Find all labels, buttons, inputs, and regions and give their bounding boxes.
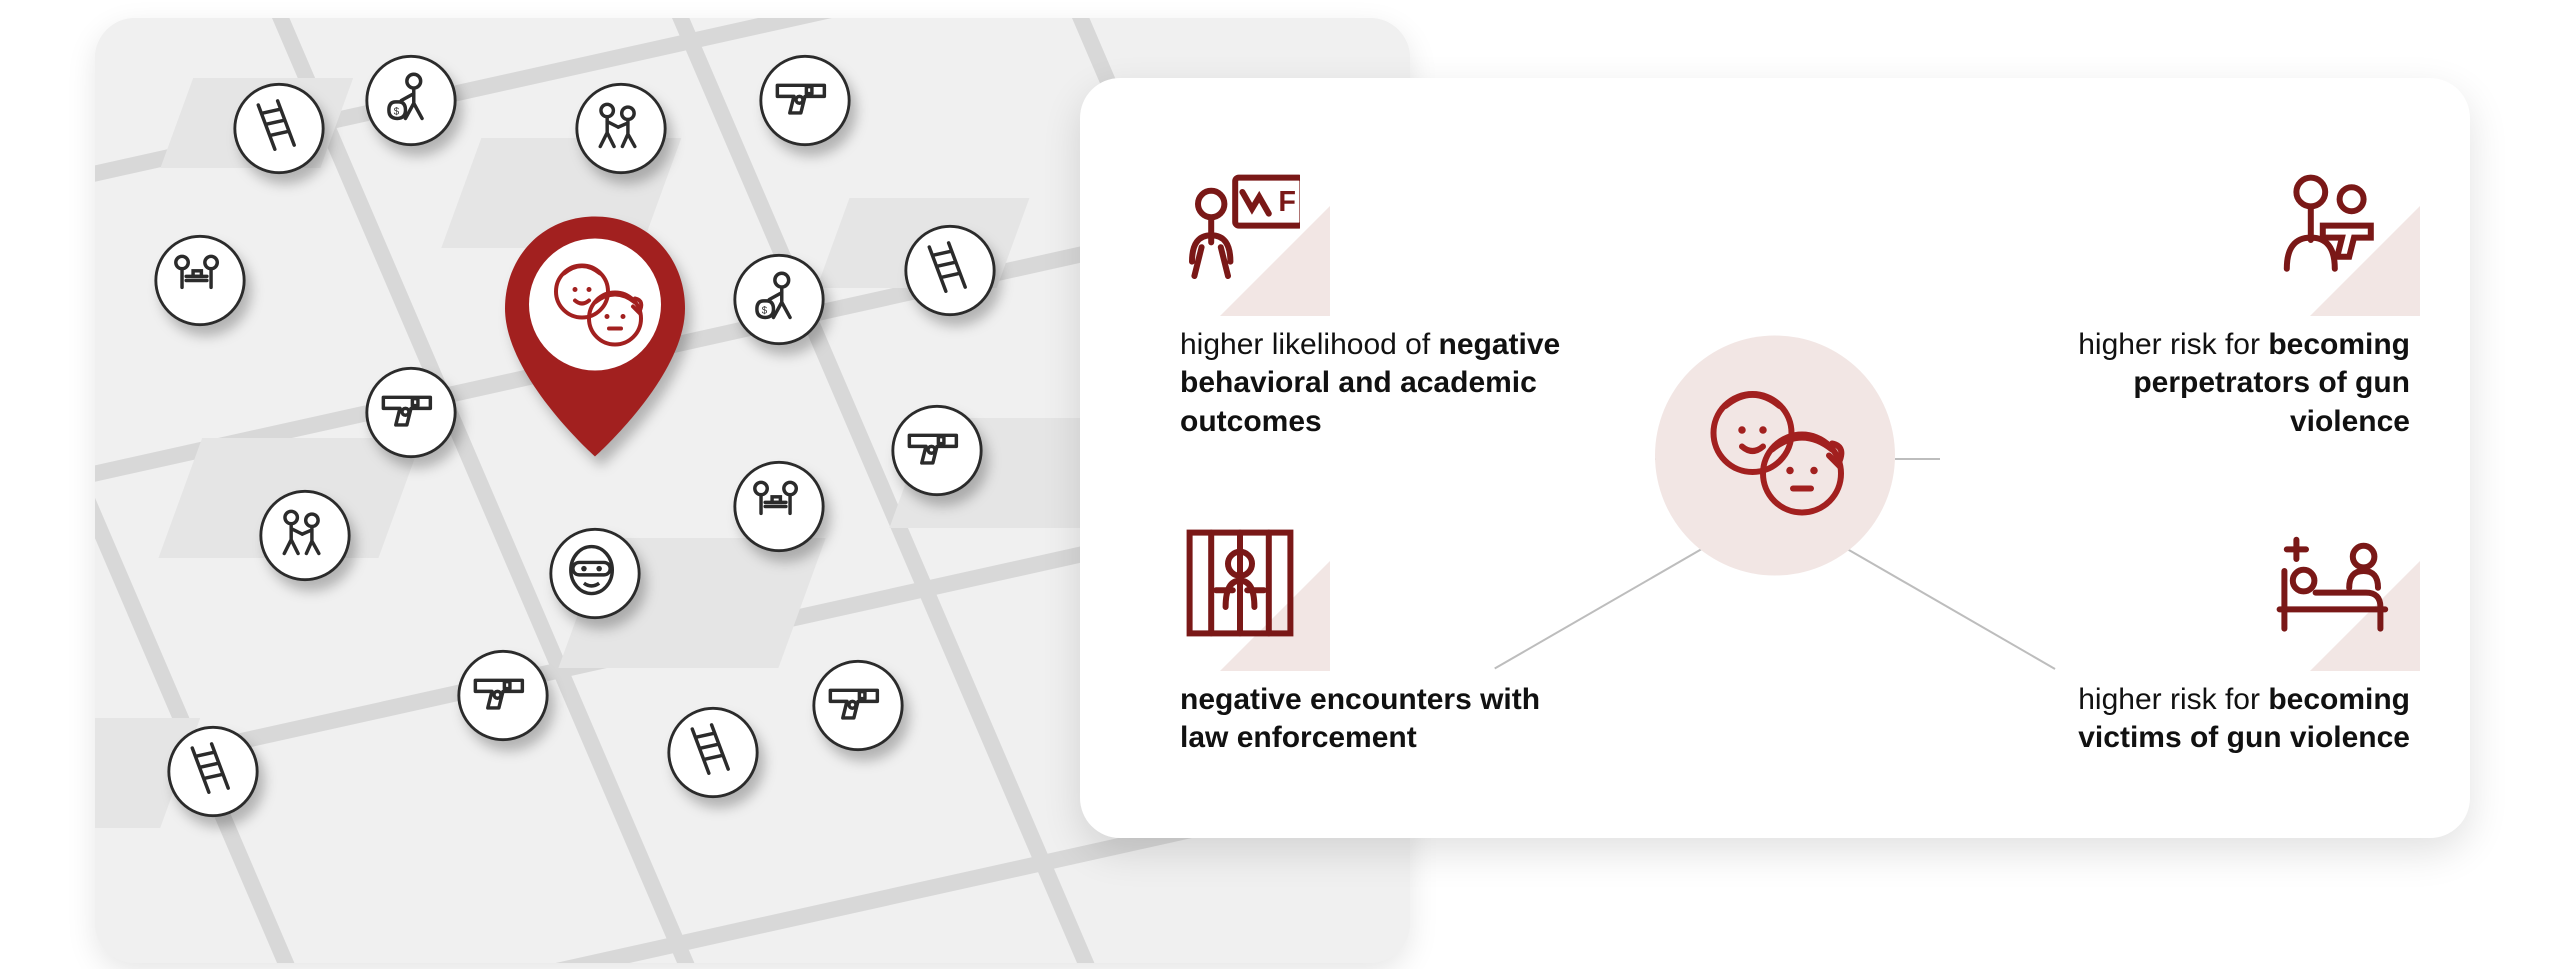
outcome-victim: higher risk for becoming victims of gun … — [2010, 523, 2410, 758]
map-pin-drugs — [152, 232, 248, 333]
map-pin-handgun — [810, 657, 906, 758]
map-pin-assault — [257, 487, 353, 588]
info-panel: higher likelihood of negative behavioral… — [1080, 78, 2470, 838]
map-pin-assault — [573, 81, 669, 182]
map-pin-handgun — [363, 364, 459, 465]
map-pin-drugs — [731, 459, 827, 560]
map-pin-robbery — [363, 53, 459, 154]
outcome-law-text: negative encounters with law enforcement — [1180, 681, 1580, 758]
hospital-bed-icon — [2270, 523, 2410, 663]
outcome-academic: higher likelihood of negative behavioral… — [1180, 168, 1580, 441]
jail-bars-icon — [1180, 523, 1320, 663]
outcome-law: negative encounters with law enforcement — [1180, 523, 1580, 758]
map-pin-robbery — [731, 251, 827, 352]
teacher-f-grade-icon — [1180, 168, 1320, 308]
center-children-node — [1645, 326, 1905, 591]
person-handgun-icon — [2270, 168, 2410, 308]
outcome-academic-text: higher likelihood of negative behavioral… — [1180, 326, 1580, 441]
map-pin-burglar — [547, 525, 643, 626]
map-pin-children-primary — [495, 207, 695, 472]
map-pin-handgun — [757, 53, 853, 154]
map-pin-ladder — [665, 705, 761, 806]
map-pin-handgun — [455, 648, 551, 749]
map-pin-handgun — [889, 402, 985, 503]
outcome-victim-text: higher risk for becoming victims of gun … — [2010, 681, 2410, 758]
map-pin-ladder — [902, 223, 998, 324]
map-pin-ladder — [165, 724, 261, 825]
map-pin-ladder — [231, 81, 327, 182]
outcome-perpetrator: higher risk for becoming perpetrators of… — [2010, 168, 2410, 441]
outcome-perpetrator-text: higher risk for becoming perpetrators of… — [2010, 326, 2410, 441]
